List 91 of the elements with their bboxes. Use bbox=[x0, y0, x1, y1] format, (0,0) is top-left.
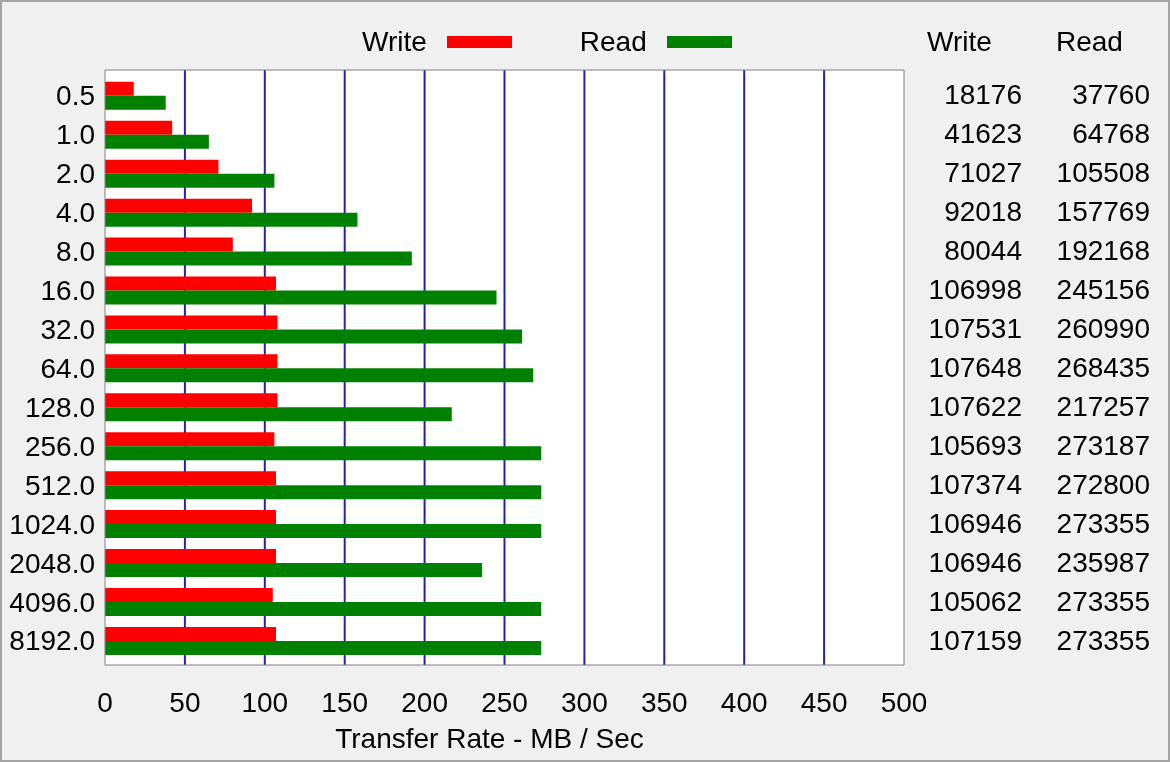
text: 92018 bbox=[944, 196, 1022, 229]
bar bbox=[105, 120, 173, 135]
bar bbox=[105, 354, 278, 369]
text: 64768 bbox=[1072, 118, 1150, 151]
text: 107648 bbox=[928, 352, 1022, 384]
bar bbox=[105, 329, 523, 344]
bar bbox=[105, 159, 219, 174]
text: 106946 bbox=[928, 507, 1022, 540]
text: 273355 bbox=[1056, 624, 1150, 657]
x-tick-label: 450 bbox=[800, 686, 848, 718]
text: 18176 bbox=[944, 79, 1022, 112]
bar bbox=[105, 524, 542, 539]
text: 106998 bbox=[928, 274, 1022, 307]
text: 41623 bbox=[944, 118, 1022, 151]
text: 107374 bbox=[928, 468, 1022, 501]
bar bbox=[105, 95, 166, 110]
legend-label: Write bbox=[362, 26, 427, 58]
text: 157769 bbox=[1056, 196, 1150, 229]
text: 80044 bbox=[944, 235, 1022, 268]
x-tick-label: 150 bbox=[321, 686, 369, 718]
y-tick-label: 128.0 bbox=[24, 391, 95, 423]
bar bbox=[105, 173, 275, 188]
bar bbox=[105, 485, 542, 500]
text: 71027 bbox=[944, 157, 1022, 190]
text: 107622 bbox=[928, 390, 1022, 423]
y-tick-label: 4096.0 bbox=[9, 586, 95, 618]
bar bbox=[105, 237, 233, 252]
text: Write bbox=[927, 26, 992, 57]
bar bbox=[105, 510, 276, 525]
y-tick-label: 256.0 bbox=[24, 430, 95, 462]
text: 107159 bbox=[928, 624, 1022, 657]
text: 273187 bbox=[1056, 429, 1150, 462]
text: 107531 bbox=[928, 313, 1022, 346]
y-tick-label: 4.0 bbox=[56, 197, 95, 229]
text: 105062 bbox=[928, 585, 1022, 618]
bar bbox=[105, 276, 276, 291]
bar bbox=[105, 368, 534, 383]
bar bbox=[105, 601, 542, 616]
x-tick-label: 200 bbox=[401, 686, 448, 718]
bar bbox=[105, 315, 278, 330]
bar bbox=[105, 407, 452, 422]
bar bbox=[105, 563, 483, 578]
text: 106946 bbox=[928, 546, 1022, 579]
x-axis-title: Transfer Rate - MB / Sec bbox=[335, 723, 644, 754]
y-tick-label: 1024.0 bbox=[9, 508, 95, 540]
bar bbox=[105, 549, 276, 564]
y-tick-label: 16.0 bbox=[40, 275, 95, 307]
y-tick-label: 32.0 bbox=[40, 314, 95, 346]
y-tick-label: 512.0 bbox=[24, 469, 95, 501]
text: 217257 bbox=[1056, 390, 1150, 423]
bar bbox=[105, 471, 276, 486]
text: 235987 bbox=[1056, 546, 1150, 579]
bar bbox=[105, 640, 542, 655]
y-tick-label: 2.0 bbox=[56, 158, 95, 190]
y-tick-label: 0.5 bbox=[56, 80, 95, 112]
bar bbox=[105, 81, 134, 96]
y-tick-label: 1.0 bbox=[56, 119, 95, 151]
x-tick-label: 500 bbox=[880, 686, 928, 718]
text: 272800 bbox=[1056, 468, 1150, 501]
text: 245156 bbox=[1056, 274, 1150, 307]
x-tick-label: 50 bbox=[169, 686, 201, 718]
bar bbox=[105, 134, 209, 149]
legend-label: Read bbox=[579, 26, 647, 58]
x-tick-label: 300 bbox=[561, 686, 608, 718]
x-tick-label: 100 bbox=[241, 686, 289, 718]
y-tick-label: 64.0 bbox=[40, 352, 95, 384]
bar bbox=[105, 290, 497, 305]
y-tick-label: 8.0 bbox=[56, 236, 95, 268]
text: 273355 bbox=[1056, 585, 1150, 618]
bar bbox=[105, 198, 253, 213]
x-tick-label: 350 bbox=[640, 686, 688, 718]
text: 37760 bbox=[1072, 79, 1150, 112]
x-tick-label: 250 bbox=[481, 686, 528, 718]
bar bbox=[105, 587, 273, 602]
y-tick-label: 2048.0 bbox=[9, 547, 95, 579]
text: 268435 bbox=[1056, 352, 1150, 384]
bar bbox=[105, 251, 412, 266]
text: 192168 bbox=[1056, 235, 1150, 268]
bar bbox=[105, 432, 275, 447]
bar bbox=[105, 212, 358, 227]
bar bbox=[105, 446, 542, 461]
bar bbox=[105, 393, 278, 408]
x-tick-label: 0 bbox=[97, 686, 113, 718]
x-tick-label: 400 bbox=[720, 686, 768, 718]
text: 105693 bbox=[928, 429, 1022, 462]
bar bbox=[105, 626, 276, 641]
text: Read bbox=[1056, 26, 1123, 57]
text: 105508 bbox=[1056, 157, 1150, 190]
y-tick-label: 8192.0 bbox=[9, 625, 95, 657]
text: 273355 bbox=[1056, 507, 1150, 540]
text: 260990 bbox=[1056, 313, 1150, 346]
